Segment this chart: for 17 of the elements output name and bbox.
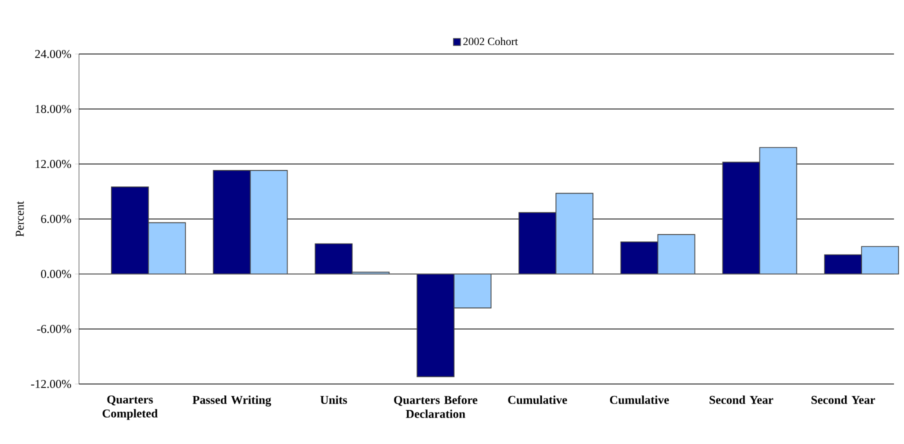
x-tick-label: Cumulative: [610, 396, 669, 404]
y-tick-label: 6.00%: [41, 214, 72, 224]
x-tick-label: Passed Writing: [192, 396, 272, 406]
legend-label: 2002 Cohort: [463, 37, 518, 46]
x-tick-label: Second Year: [812, 396, 876, 404]
y-tick-label: 0.00%: [41, 270, 72, 278]
y-tick-label: 12.00%: [36, 160, 72, 168]
x-tick-label: Units: [320, 396, 348, 404]
y-tick-label: -6.00%: [37, 324, 72, 334]
x-tick-label: Quarters Completed: [102, 396, 158, 420]
x-tick-label: Cumulative: [508, 396, 568, 404]
y-tick-label: -12.00%: [31, 380, 72, 388]
x-tick-label: Quarters Before Declaration: [394, 396, 478, 418]
x-tick-label: Second Year: [710, 396, 774, 404]
y-tick-label: 24.00%: [35, 50, 72, 58]
y-tick-label: 18.00%: [36, 104, 72, 114]
y-axis-title: Percent: [16, 201, 24, 237]
